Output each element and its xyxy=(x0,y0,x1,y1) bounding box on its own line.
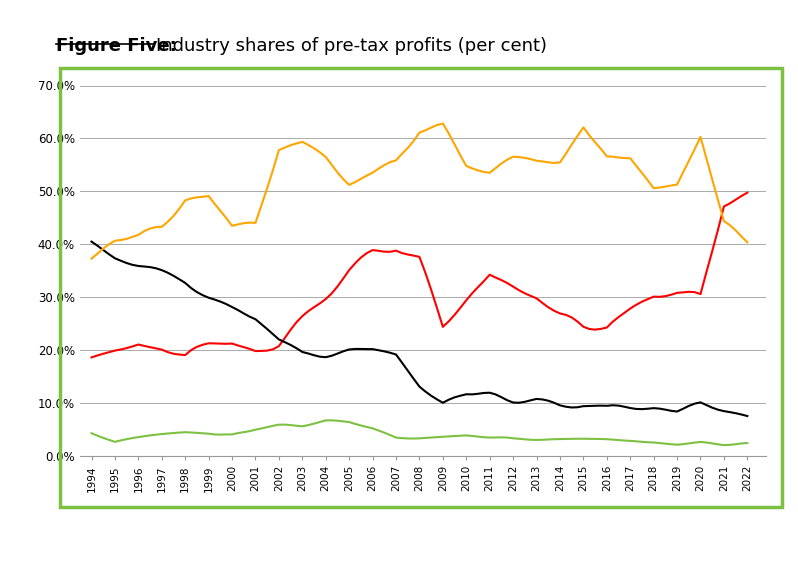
Other xyxy=(87,255,97,262)
Mining xyxy=(105,349,114,356)
Manufacturing xyxy=(298,348,307,355)
Finance and insurance xyxy=(298,423,307,430)
Finance and insurance xyxy=(327,417,337,424)
Other xyxy=(637,169,646,176)
Mining xyxy=(110,347,120,354)
Text: Industry shares of pre-tax profits (per cent): Industry shares of pre-tax profits (per … xyxy=(156,37,547,55)
Manufacturing xyxy=(696,399,705,406)
Text: Figure Five:: Figure Five: xyxy=(56,37,176,55)
Finance and insurance xyxy=(701,439,711,446)
Line: Finance and insurance: Finance and insurance xyxy=(92,420,748,445)
Other xyxy=(701,154,711,161)
Finance and insurance xyxy=(584,435,594,442)
Mining xyxy=(631,302,641,308)
Manufacturing xyxy=(87,238,97,245)
Manufacturing xyxy=(631,405,641,412)
Finance and insurance xyxy=(87,430,97,437)
Finance and insurance xyxy=(105,437,114,443)
Manufacturing xyxy=(579,403,588,410)
Other xyxy=(110,237,120,244)
Mining xyxy=(696,291,705,298)
Finance and insurance xyxy=(637,438,646,445)
Other xyxy=(438,120,448,127)
Other xyxy=(584,132,594,139)
Line: Manufacturing: Manufacturing xyxy=(92,242,748,416)
Manufacturing xyxy=(743,413,753,420)
Line: Other: Other xyxy=(92,124,748,259)
Other xyxy=(743,239,753,246)
Other xyxy=(298,139,307,145)
Finance and insurance xyxy=(743,439,753,446)
Other xyxy=(105,241,114,247)
Mining xyxy=(743,189,753,196)
Mining xyxy=(87,354,97,361)
Mining xyxy=(298,313,307,320)
Line: Mining: Mining xyxy=(92,193,748,357)
Finance and insurance xyxy=(110,438,120,445)
Manufacturing xyxy=(105,251,114,258)
Mining xyxy=(579,323,588,330)
Finance and insurance xyxy=(719,442,729,449)
Manufacturing xyxy=(110,255,120,262)
